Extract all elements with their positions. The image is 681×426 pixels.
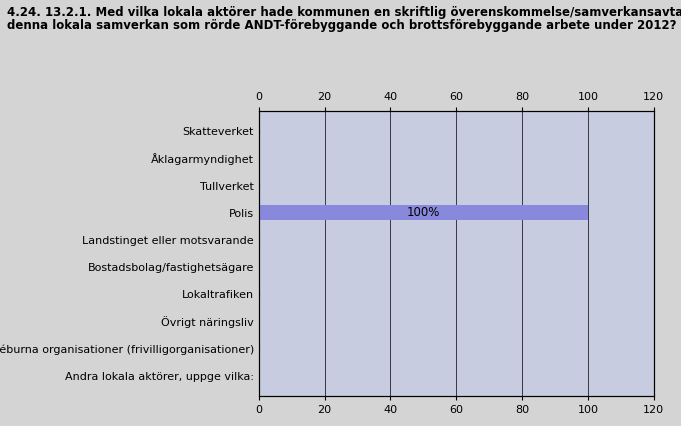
Text: denna lokala samverkan som rörde ANDT-förebyggande och brottsförebyggande arbete: denna lokala samverkan som rörde ANDT-fö… <box>7 19 676 32</box>
Bar <box>259 205 588 220</box>
Text: 4.24. 13.2.1. Med vilka lokala aktörer hade kommunen en skriftlig överenskommels: 4.24. 13.2.1. Med vilka lokala aktörer h… <box>7 6 681 20</box>
Text: 100%: 100% <box>407 206 440 219</box>
